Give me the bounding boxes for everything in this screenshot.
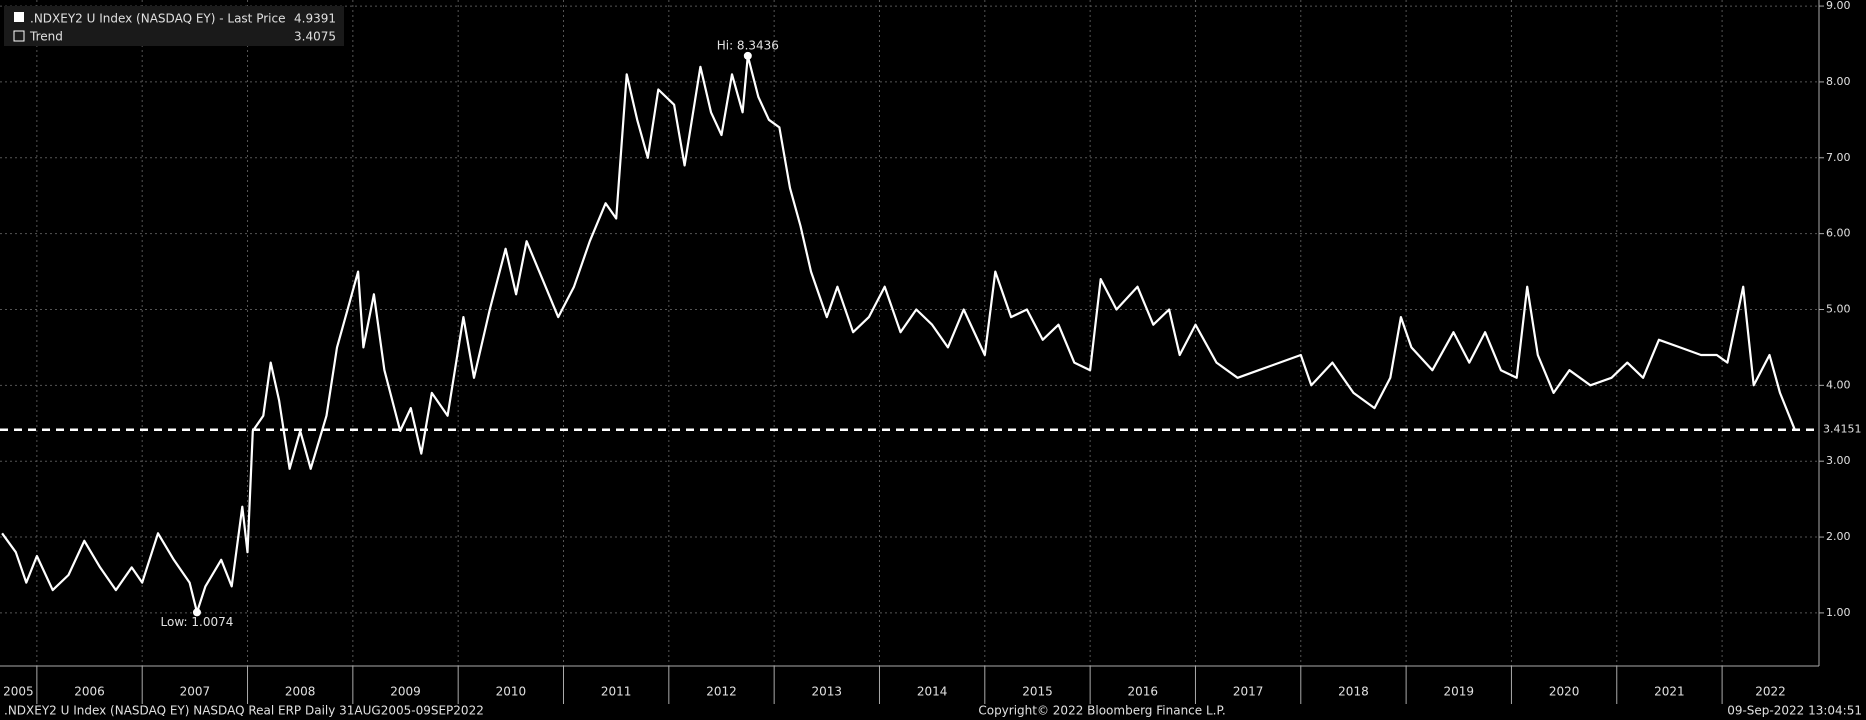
annotation-marker xyxy=(192,608,201,617)
y-tick-label: 6.00 xyxy=(1826,227,1851,240)
y-tick-label: 9.00 xyxy=(1826,0,1851,12)
x-tick-label: 2017 xyxy=(1233,685,1264,699)
price-label: 3.4151 xyxy=(1823,423,1862,436)
x-tick-label: 2014 xyxy=(917,685,948,699)
x-tick-label: 2010 xyxy=(496,685,527,699)
x-tick-label: 2022 xyxy=(1755,685,1786,699)
y-tick-label: 7.00 xyxy=(1826,151,1851,164)
x-tick-label: 2015 xyxy=(1022,685,1053,699)
footer-right: 09-Sep-2022 13:04:51 xyxy=(1727,704,1862,718)
x-tick-label: 2012 xyxy=(706,685,737,699)
annotation-label: Hi: 8.3436 xyxy=(717,38,779,52)
legend-swatch xyxy=(14,12,24,22)
x-tick-label: 2019 xyxy=(1444,685,1475,699)
x-tick-label: 2005 xyxy=(3,685,34,699)
footer-center: Copyright© 2022 Bloomberg Finance L.P. xyxy=(978,704,1225,718)
legend-label: .NDXEY2 U Index (NASDAQ EY) - Last Price xyxy=(30,12,285,26)
legend-box xyxy=(4,6,344,46)
legend-value: 3.4075 xyxy=(294,30,336,44)
y-tick-label: 3.00 xyxy=(1826,454,1851,467)
x-tick-label: 2007 xyxy=(180,685,211,699)
legend-label: Trend xyxy=(29,30,63,44)
footer-left: .NDXEY2 U Index (NASDAQ EY) NASDAQ Real … xyxy=(4,704,484,718)
x-tick-label: 2018 xyxy=(1338,685,1369,699)
x-tick-label: 2009 xyxy=(390,685,421,699)
price-tag-bg xyxy=(1820,421,1866,438)
y-tick-label: 5.00 xyxy=(1826,302,1851,315)
x-tick-label: 2021 xyxy=(1654,685,1685,699)
y-tick-label: 4.00 xyxy=(1826,378,1851,391)
y-tick-label: 2.00 xyxy=(1826,530,1851,543)
y-tick-label: 8.00 xyxy=(1826,75,1851,88)
x-tick-label: 2008 xyxy=(285,685,316,699)
y-tick-label: 1.00 xyxy=(1826,606,1851,619)
annotation-label: Low: 1.0074 xyxy=(161,615,234,629)
x-tick-label: 2020 xyxy=(1549,685,1580,699)
x-tick-label: 2016 xyxy=(1128,685,1159,699)
x-tick-label: 2011 xyxy=(601,685,632,699)
annotation-marker xyxy=(743,51,752,60)
x-tick-label: 2013 xyxy=(812,685,843,699)
legend-value: 4.9391 xyxy=(294,12,336,26)
series-line xyxy=(1,54,1796,614)
x-tick-label: 2006 xyxy=(74,685,105,699)
legend-swatch xyxy=(13,30,25,42)
